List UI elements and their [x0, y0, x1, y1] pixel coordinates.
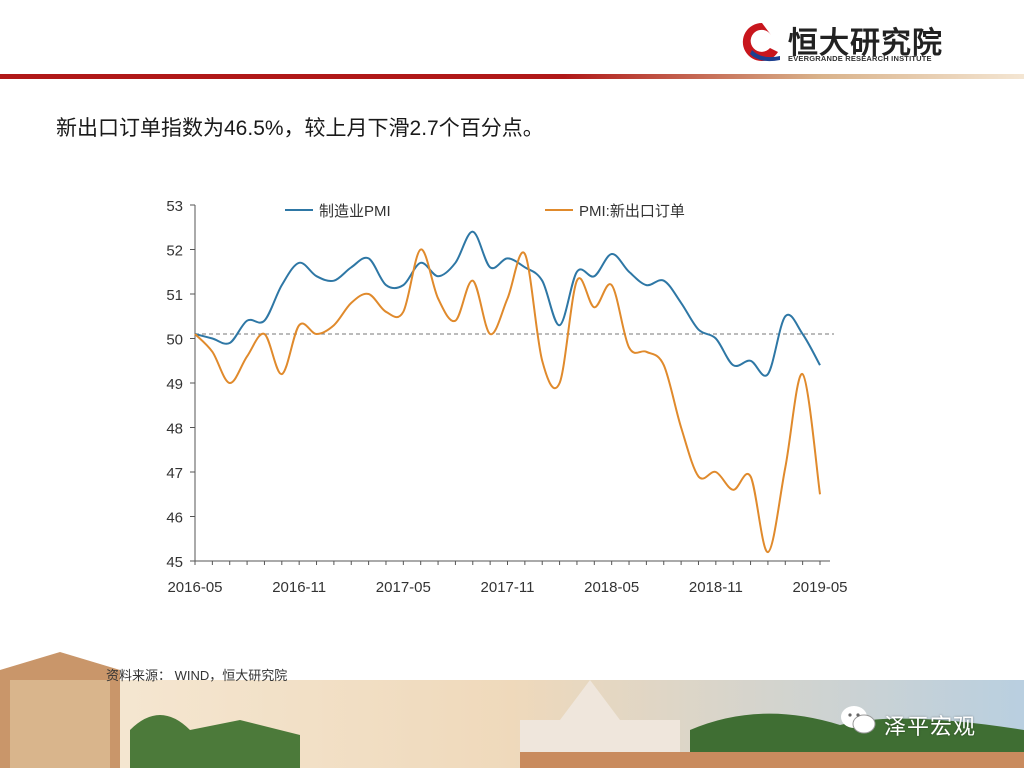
legend-label: PMI:新出口订单 — [579, 203, 685, 220]
y-tick-label: 48 — [166, 421, 183, 438]
y-tick-label: 49 — [166, 376, 183, 393]
x-tick-label: 2018-11 — [689, 579, 743, 596]
x-tick-label: 2018-05 — [584, 579, 639, 596]
brand-logo: 恒大研究院 EVERGRANDE RESEARCH INSTITUTE — [740, 18, 980, 68]
brand-name: 恒大研究院 — [788, 27, 943, 60]
x-tick-label: 2016-05 — [167, 579, 222, 596]
x-tick-label: 2016-11 — [272, 579, 326, 596]
x-tick-label: 2017-05 — [376, 579, 431, 596]
y-tick-label: 46 — [166, 510, 183, 527]
pmi-line-chart: 45 46 47 48 49 50 51 52 53 2016-05 2016-11 2017-05 2… — [166, 198, 847, 596]
y-tick-label: 53 — [166, 198, 183, 215]
y-tick-label: 50 — [166, 332, 183, 349]
new-export-orders-line — [194, 248, 821, 554]
y-tick-label: 47 — [166, 465, 183, 482]
watermark: 泽平宏观 — [838, 703, 998, 743]
evergrande-logo-icon — [742, 22, 780, 62]
header-divider — [0, 74, 1024, 79]
watermark-text: 泽平宏观 — [884, 714, 977, 739]
x-tick-label: 2017-11 — [481, 579, 535, 596]
manufacturing-pmi-line — [194, 230, 821, 377]
y-tick-label: 51 — [166, 287, 183, 304]
y-tick-label: 52 — [166, 243, 183, 260]
wechat-icon — [841, 706, 876, 734]
legend-label: 制造业PMI — [319, 203, 391, 220]
slide-headline: 新出口订单指数为46.5%，较上月下滑2.7个百分点。 — [56, 117, 544, 140]
source-note: 资料来源： WIND，恒大研究院 — [106, 668, 288, 683]
brand-subtitle: EVERGRANDE RESEARCH INSTITUTE — [788, 54, 932, 63]
header-bar: 恒大研究院 EVERGRANDE RESEARCH INSTITUTE — [0, 0, 1024, 79]
x-tick-label: 2019-05 — [792, 579, 847, 596]
y-tick-label: 45 — [166, 554, 183, 571]
